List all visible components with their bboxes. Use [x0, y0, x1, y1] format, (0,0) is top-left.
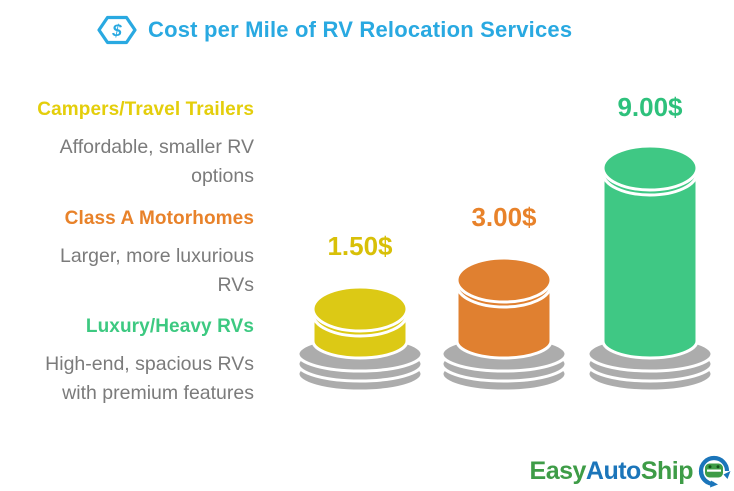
legend-item-luxury: Luxury/Heavy RVs High-end, spacious RVs …	[0, 315, 254, 408]
category-label: Class A Motorhomes	[64, 208, 254, 229]
bar-value-label: 1.50$	[327, 231, 393, 261]
category-label: Luxury/Heavy RVs	[85, 316, 254, 337]
svg-text:$: $	[111, 21, 122, 40]
category-description: High-end, spacious RVs with premium feat…	[45, 353, 254, 404]
legend-item-class-a: Class A Motorhomes Larger, more luxuriou…	[0, 207, 254, 300]
bar-3: 9.00$	[586, 92, 714, 393]
category-description: Affordable, smaller RV options	[59, 136, 254, 187]
bar-2: 3.00$	[440, 202, 568, 393]
bar-value-label: 3.00$	[471, 202, 537, 232]
bar-value-label: 9.00$	[617, 92, 683, 122]
bar-1: 1.50$	[296, 231, 424, 393]
logo-text-easy: Easy	[529, 457, 587, 485]
circular-arrows-car-icon	[698, 455, 731, 488]
cylinder-top	[455, 256, 553, 304]
logo-text-ship: Ship	[640, 457, 694, 485]
legend-item-campers: Campers/Travel Trailers Affordable, smal…	[0, 98, 254, 191]
header: $ Cost per Mile of RV Relocation Service…	[97, 14, 572, 46]
chart-title: Cost per Mile of RV Relocation Services	[148, 17, 573, 42]
dollar-hexagon-icon: $	[97, 15, 137, 45]
category-description: Larger, more luxurious RVs	[59, 245, 254, 296]
logo-text-auto: Auto	[585, 457, 641, 485]
easyautoship-logo: Easy Auto Ship	[530, 453, 732, 489]
cylinder-top	[601, 144, 699, 192]
cylinder-top	[311, 285, 409, 333]
category-label: Campers/Travel Trailers	[37, 99, 254, 120]
